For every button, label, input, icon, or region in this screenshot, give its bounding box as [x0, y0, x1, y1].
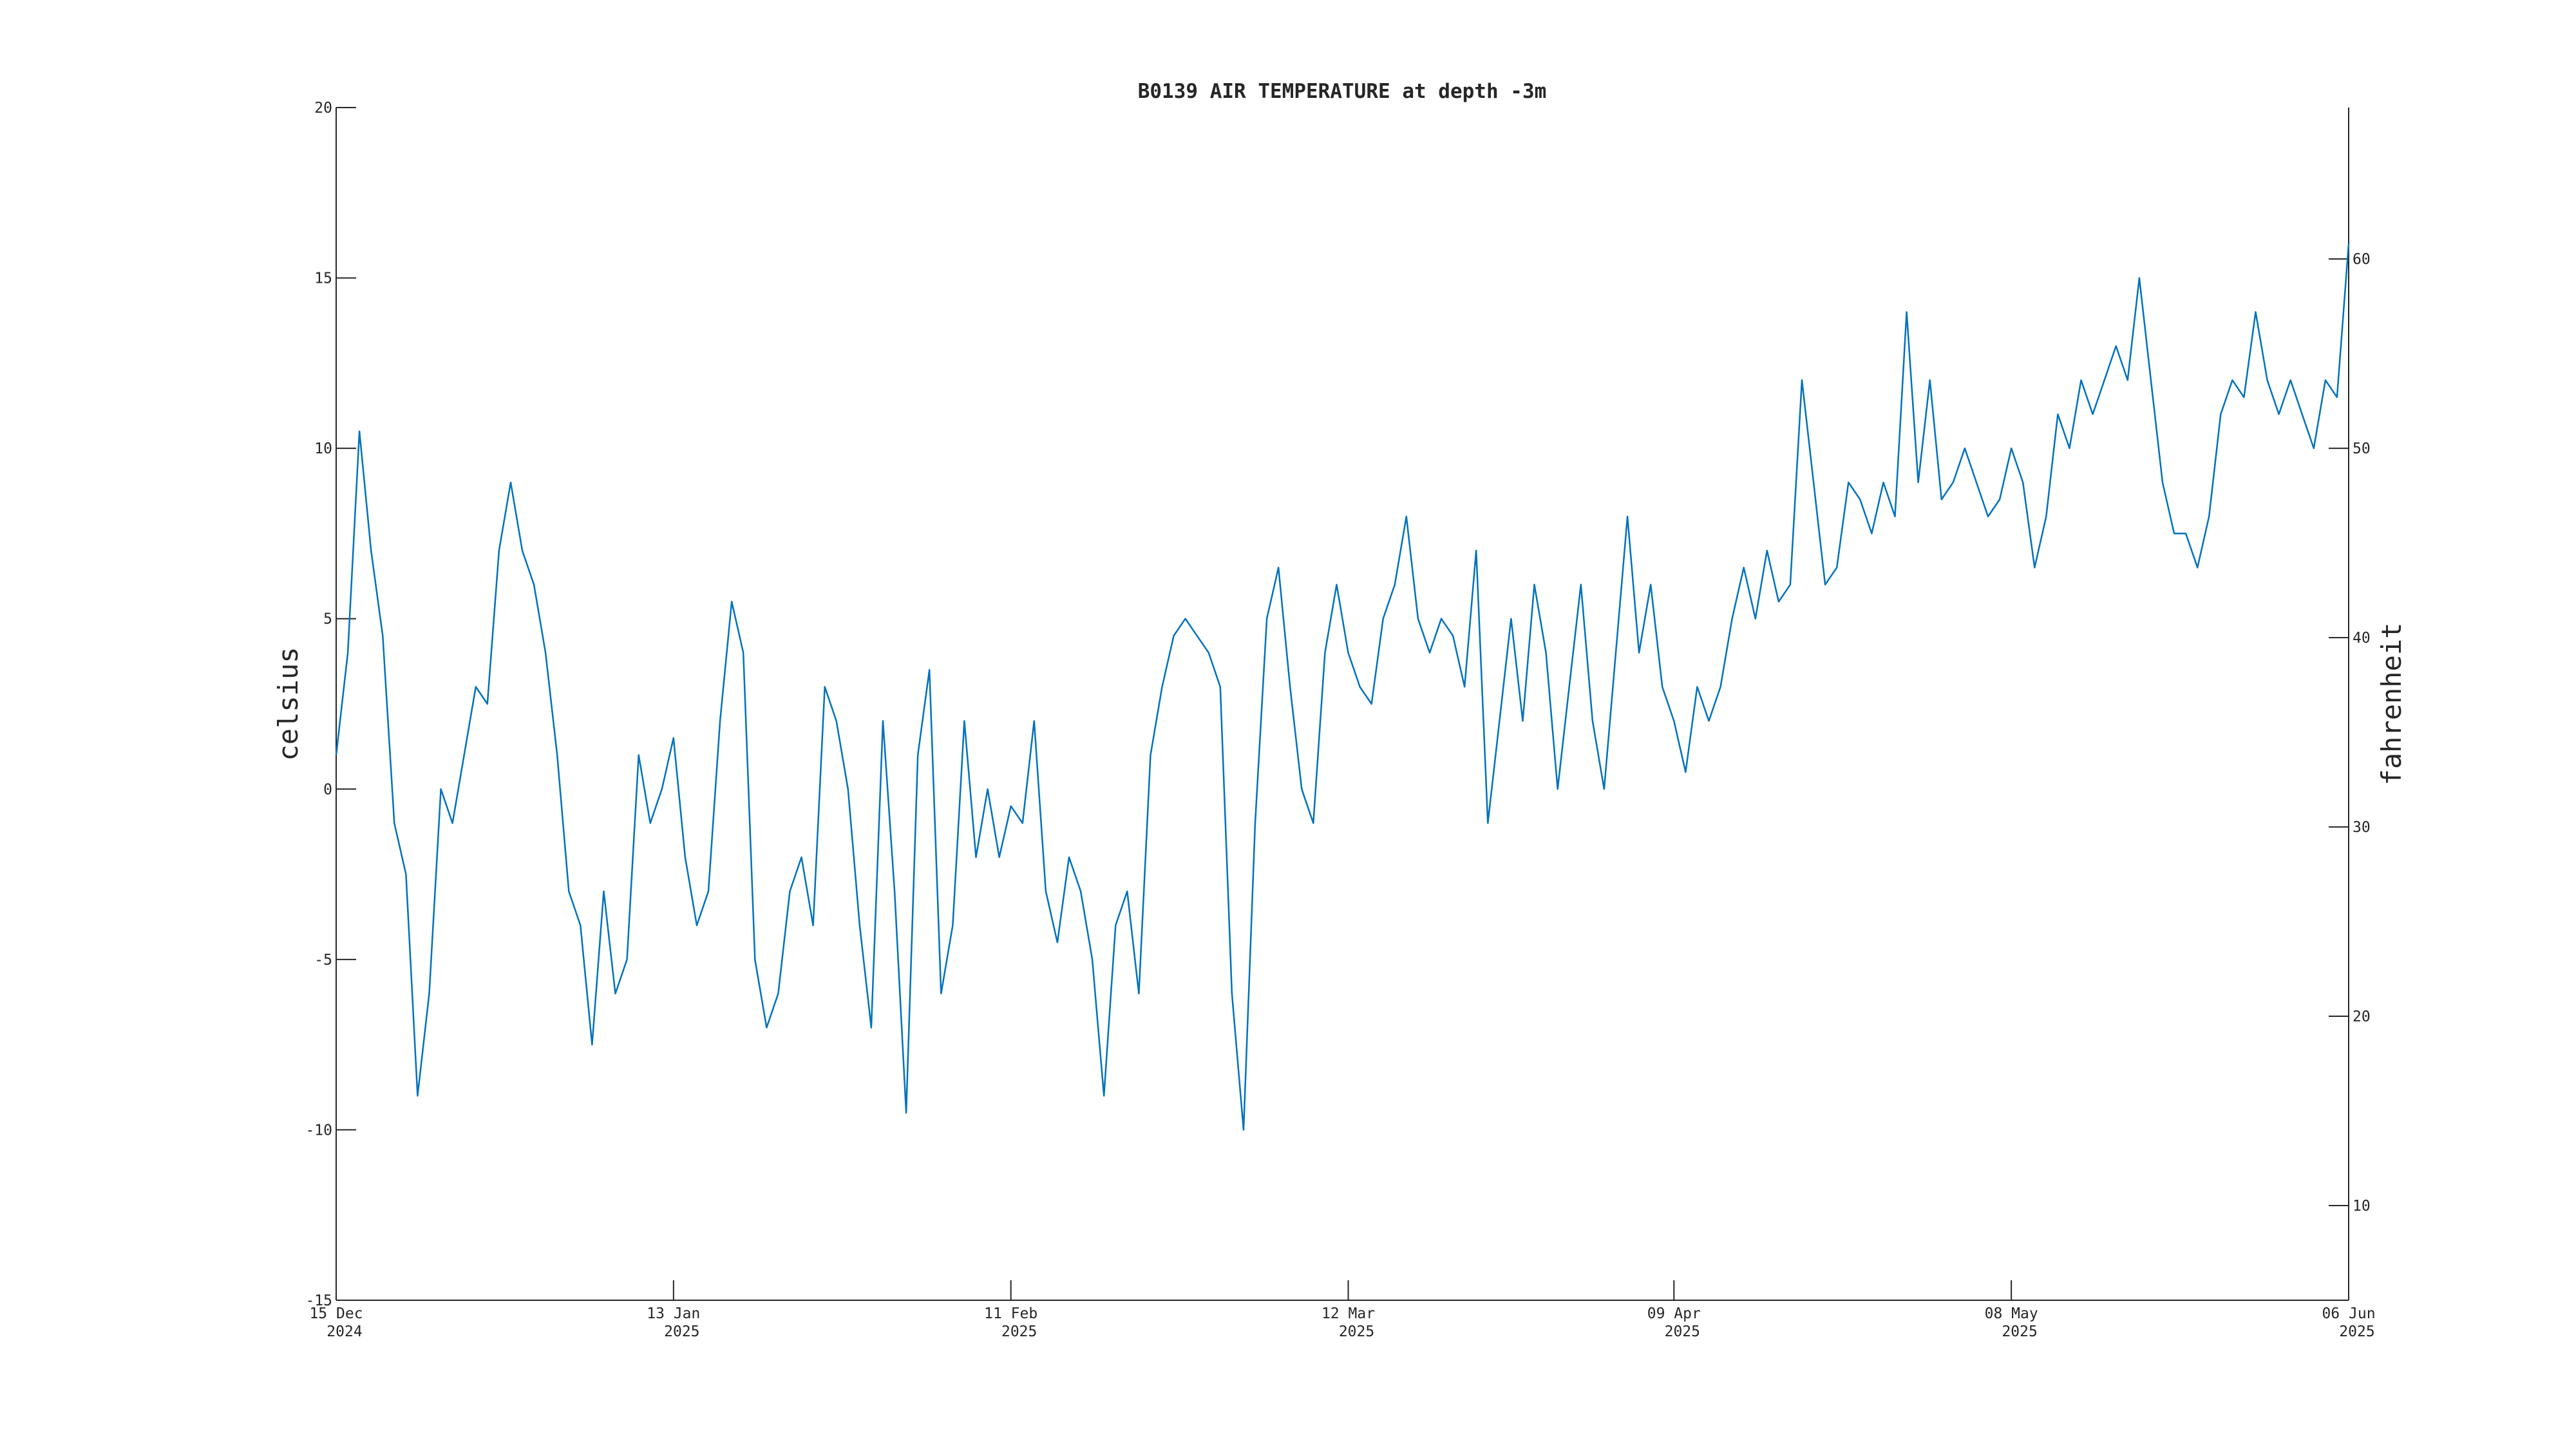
- y-tick-label: -10: [305, 1122, 332, 1139]
- y-tick-label: 0: [323, 781, 332, 798]
- x-tick-label: 11 Feb 2025: [984, 1305, 1037, 1340]
- y2-tick-label: 10: [2353, 1198, 2371, 1215]
- x-tick-label: 06 Jun 2025: [2322, 1305, 2375, 1340]
- y-tick-label: 20: [314, 100, 332, 117]
- chart-title: B0139 AIR TEMPERATURE at depth -3m: [1138, 80, 1547, 103]
- y-tick-label: -5: [314, 952, 332, 969]
- data-line: [335, 243, 2350, 1131]
- y2-axis-label: fahrenheit: [2376, 623, 2407, 786]
- y2-tick-label: 40: [2353, 630, 2371, 647]
- y-tick-label: 10: [314, 440, 332, 457]
- y-tick-label: 15: [314, 270, 332, 287]
- x-tick-label: 09 Apr 2025: [1647, 1305, 1701, 1340]
- x-tick-label: 08 May 2025: [1985, 1305, 2038, 1340]
- x-tick-label: 13 Jan 2025: [647, 1305, 700, 1340]
- y-tick-label: -15: [305, 1293, 332, 1309]
- y2-tick-label: 60: [2353, 251, 2371, 268]
- y-tick-label: 5: [323, 611, 332, 628]
- y2-tick-label: 50: [2353, 440, 2371, 457]
- x-tick-label: 12 Mar 2025: [1321, 1305, 1375, 1340]
- y-axis-label: celsius: [272, 647, 304, 761]
- y2-tick-label: 20: [2353, 1009, 2371, 1025]
- x-tick-label: 15 Dec 2024: [309, 1305, 363, 1340]
- y2-tick-label: 30: [2353, 819, 2371, 836]
